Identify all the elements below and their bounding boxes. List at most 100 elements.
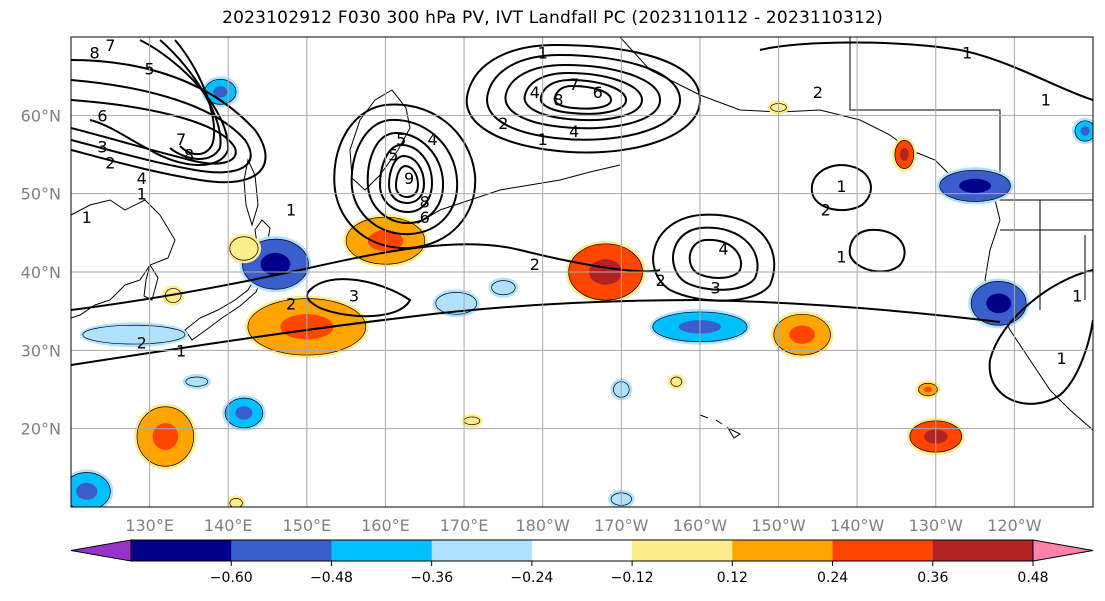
contour-label: 1 — [1056, 349, 1066, 368]
colorbar-tick-label: 0.12 — [717, 570, 748, 586]
colorbar-segment — [932, 540, 1034, 561]
pv-contour-west-6 — [174, 39, 216, 156]
contour-label: 6 — [97, 106, 107, 125]
pc-feature-fill — [229, 498, 243, 507]
colorbar-segment — [832, 540, 934, 561]
colorbar-tick-label: 0.24 — [817, 570, 848, 586]
contour-label: 8 — [184, 146, 194, 165]
contour-label: 4 — [137, 169, 147, 188]
pv-contour-japan-small — [306, 278, 412, 318]
contour-label: 1 — [538, 130, 548, 149]
y-tick-label: 50°N — [21, 185, 61, 204]
pc-feature — [226, 495, 246, 507]
contour-label: 5 — [388, 146, 398, 165]
pv-contour-bering-6 — [553, 84, 613, 110]
colorbar-outline — [130, 539, 1034, 562]
pv-contours — [71, 39, 1093, 405]
pc-feature-core — [923, 386, 933, 393]
pc-feature — [891, 137, 917, 172]
pv-contour-bering-3 — [504, 63, 662, 130]
contour-label: 6 — [420, 208, 430, 227]
colorbar-segment — [531, 540, 633, 561]
pc-feature-core — [213, 86, 228, 98]
contour-label: 1 — [836, 177, 846, 196]
pc-feature — [222, 395, 266, 431]
colorbar-segment — [131, 540, 232, 561]
pc-feature-fill — [82, 324, 186, 345]
contour-label: 8 — [553, 91, 563, 110]
colorbar-segment — [231, 540, 332, 561]
pv-contour-west-3 — [71, 99, 237, 165]
contour-label: 1 — [82, 208, 92, 227]
canada-border — [849, 37, 1093, 201]
x-tick-label: 130°E — [125, 516, 174, 535]
y-tick-label: 60°N — [21, 106, 61, 125]
y-tick-label: 40°N — [21, 263, 61, 282]
x-tick-label: 180°W — [516, 516, 571, 535]
pv-contour-midlat-2 — [71, 243, 661, 311]
pc-feature — [1071, 117, 1093, 145]
pv-contour-bering-4 — [523, 71, 644, 122]
contour-label: 1 — [137, 185, 147, 204]
contour-label: 1 — [1072, 287, 1082, 306]
x-tick-label: 160°W — [673, 516, 728, 535]
pv-contour-kamchatka-3 — [366, 131, 445, 225]
pc-feature — [461, 413, 483, 428]
pv-contour-bering-2 — [486, 53, 682, 141]
north-america-coastline — [984, 219, 1093, 431]
contour-label: 8 — [420, 193, 430, 212]
x-tick-label: 150°E — [283, 516, 332, 535]
pv-contour-bering-5 — [539, 78, 628, 115]
pc-feature-fill — [670, 376, 683, 387]
colorbar-segment — [331, 540, 433, 561]
pc-feature — [770, 311, 834, 359]
us-state-borders — [1000, 200, 1093, 310]
contour-label: 1 — [1041, 91, 1051, 110]
chart-title: 2023102912 F030 300 hPa PV, IVT Landfall… — [222, 8, 883, 28]
pc-feature — [915, 380, 941, 399]
contour-label: 2 — [137, 334, 147, 353]
pv-contour-bering-1 — [465, 43, 702, 154]
contour-label: 4 — [718, 240, 728, 259]
pc-feature-core — [260, 252, 291, 276]
x-tick-label: 160°E — [361, 516, 410, 535]
hawaii-islands — [699, 414, 741, 439]
contour-label: 8 — [89, 44, 99, 63]
pc-feature — [182, 373, 211, 390]
pv-contour-east-low-2 — [672, 226, 759, 291]
pc-feature-fill — [229, 236, 259, 261]
colorbar-tick-label: −0.36 — [410, 570, 453, 586]
map-frame — [70, 36, 1094, 508]
contour-label: 2 — [813, 83, 823, 102]
pc-feature-core — [1080, 126, 1090, 136]
kamchatka-coastline — [349, 89, 411, 191]
y-tick-label: 30°N — [21, 341, 61, 360]
x-tick-label: 170°E — [440, 516, 489, 535]
contour-label: 2 — [105, 153, 115, 172]
pc-feature-core — [900, 148, 909, 161]
pc-feature-fill — [491, 280, 516, 296]
colorbar-segment — [431, 540, 533, 561]
x-tick-label: 140°E — [204, 516, 253, 535]
contour-label: 5 — [396, 130, 406, 149]
grid — [71, 37, 1093, 507]
pc-feature-core — [152, 423, 179, 450]
contour-label: 2 — [530, 255, 540, 274]
colorbar: −0.60 −0.48 −0.36 −0.24 −0.12 0.12 0.24 0.36 0.4… — [70, 539, 1094, 586]
pc-feature-core — [986, 293, 1012, 314]
pc-feature-fill — [185, 376, 209, 387]
colorbar-tick-label: −0.24 — [510, 570, 553, 586]
pc-feature-core — [76, 482, 98, 500]
contour-label: 7 — [569, 75, 579, 94]
pc-feature — [71, 469, 114, 507]
contour-label: 7 — [176, 130, 186, 149]
pc-feature — [226, 233, 262, 264]
pc-feature-core — [235, 406, 253, 420]
pv-contour-kamchatka-6 — [394, 164, 420, 199]
pv-contour-midlat-1 — [71, 298, 1001, 366]
pv-contour-southeast — [988, 269, 1093, 405]
colorbar-extend-high — [1032, 539, 1094, 562]
colorbar-tick-label: −0.48 — [310, 570, 353, 586]
japan-coastline — [184, 219, 271, 341]
